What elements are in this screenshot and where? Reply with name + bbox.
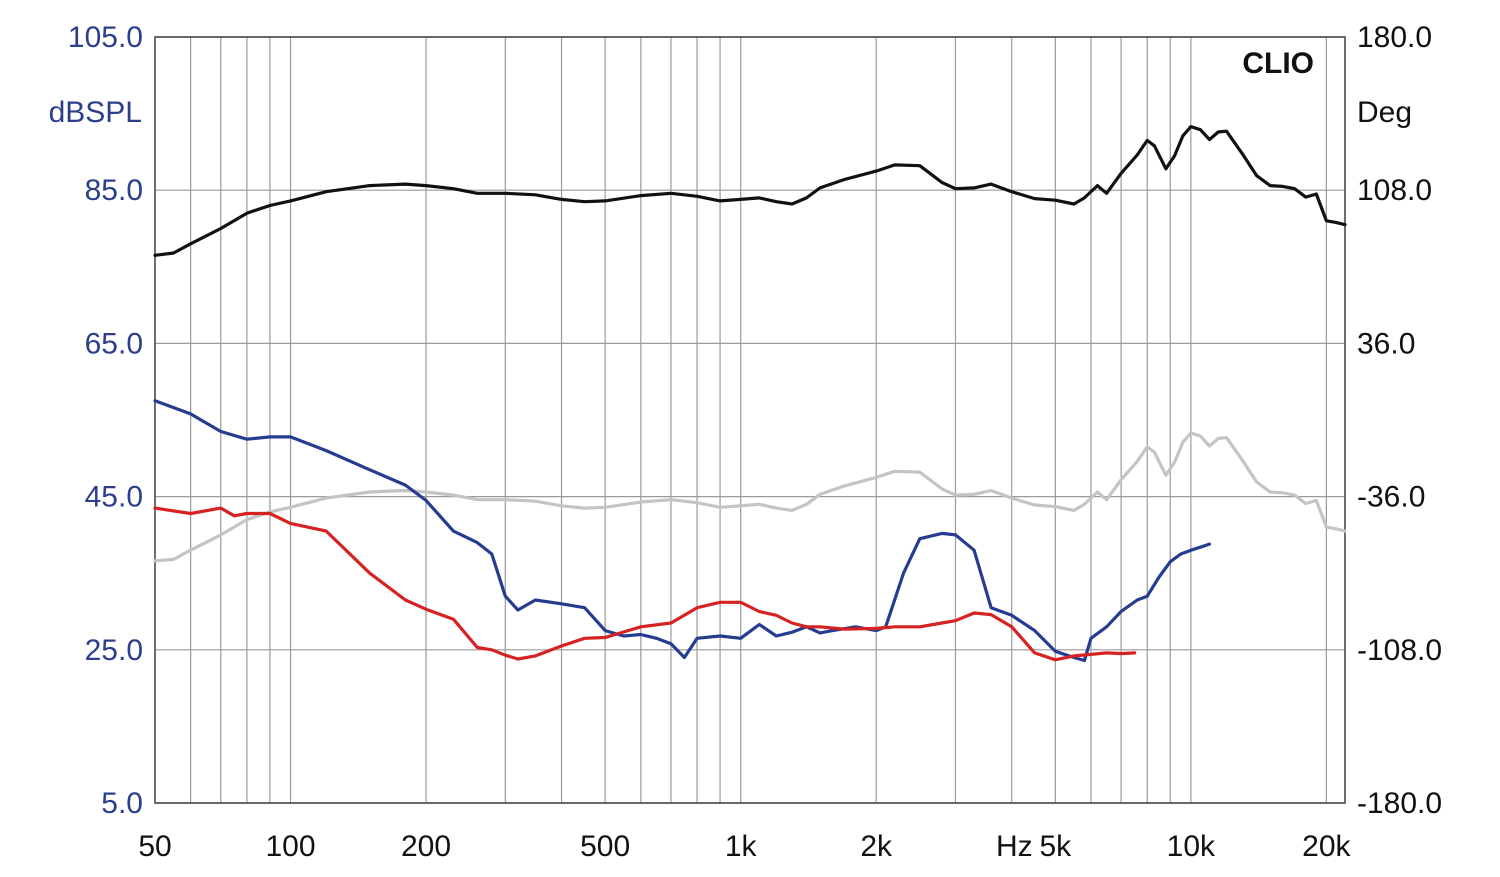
right-axis-label: Deg (1357, 96, 1412, 129)
left-tick-label: 105.0 (68, 21, 143, 54)
right-tick-label: 36.0 (1357, 327, 1415, 360)
x-tick-label: 200 (401, 830, 451, 863)
series-line-4 (153, 506, 1137, 662)
right-tick-label: -180.0 (1357, 787, 1442, 820)
right-tick-label: 180.0 (1357, 21, 1432, 54)
vertical-gridlines (190, 37, 1327, 803)
x-tick-label: 1k (725, 830, 758, 863)
plot-background (155, 37, 1345, 803)
left-tick-label: 25.0 (85, 634, 143, 667)
right-tick-label: -108.0 (1357, 634, 1442, 667)
x-tick-label: 20k (1302, 830, 1351, 863)
x-tick-label: 50 (138, 830, 171, 863)
x-axis-unit-label: Hz (996, 830, 1033, 863)
x-axis-ticks: 50 100 200 500 1k 2k 5k 10k 20k (138, 830, 1351, 863)
plot-frame (154, 36, 1346, 804)
clio-brand-label: CLIO (1242, 47, 1314, 80)
series-group (153, 125, 1347, 663)
x-tick-label: 100 (265, 830, 315, 863)
left-axis-ticks: 105.0 85.0 65.0 45.0 25.0 5.0 (68, 21, 143, 820)
left-tick-label: 5.0 (101, 787, 143, 820)
right-tick-label: -36.0 (1357, 481, 1425, 514)
right-tick-label: 108.0 (1357, 174, 1432, 207)
left-axis-label: dBSPL (49, 96, 142, 129)
x-tick-label: 500 (580, 830, 630, 863)
left-tick-label: 45.0 (85, 481, 143, 514)
left-tick-label: 65.0 (85, 327, 143, 360)
series-line-3 (153, 399, 1212, 663)
series-line-2 (153, 431, 1347, 563)
x-tick-label: 2k (860, 830, 893, 863)
series-line-1 (153, 125, 1347, 257)
x-tick-label: 5k (1039, 830, 1072, 863)
right-axis-ticks: 180.0 108.0 36.0 -36.0 -108.0 -180.0 (1357, 21, 1442, 820)
left-tick-label: 85.0 (85, 174, 143, 207)
x-tick-label: 10k (1167, 830, 1216, 863)
